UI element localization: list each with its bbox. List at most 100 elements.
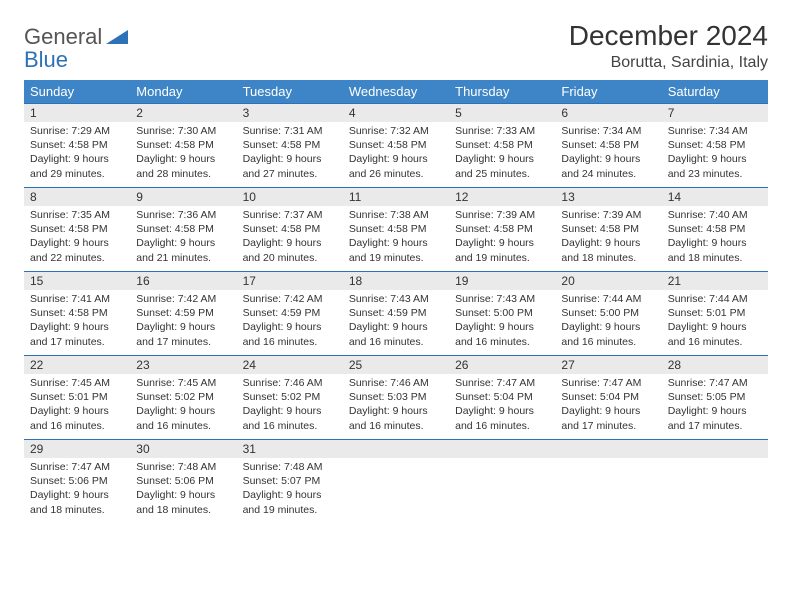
day-number: 4 — [343, 104, 449, 122]
daylight-text-2: and 17 minutes. — [561, 419, 655, 433]
sunset-text: Sunset: 4:58 PM — [668, 222, 762, 236]
daylight-text-2: and 19 minutes. — [455, 251, 549, 265]
day-content: Sunrise: 7:42 AMSunset: 4:59 PMDaylight:… — [130, 290, 236, 355]
day-content: Sunrise: 7:47 AMSunset: 5:04 PMDaylight:… — [555, 374, 661, 439]
day-number: 29 — [24, 440, 130, 458]
calendar-day-cell: 26Sunrise: 7:47 AMSunset: 5:04 PMDayligh… — [449, 356, 555, 440]
sunset-text: Sunset: 5:04 PM — [561, 390, 655, 404]
sunrise-text: Sunrise: 7:29 AM — [30, 124, 124, 138]
daylight-text-1: Daylight: 9 hours — [561, 236, 655, 250]
day-content: Sunrise: 7:41 AMSunset: 4:58 PMDaylight:… — [24, 290, 130, 355]
sunrise-text: Sunrise: 7:47 AM — [455, 376, 549, 390]
day-number: 1 — [24, 104, 130, 122]
daylight-text-2: and 20 minutes. — [243, 251, 337, 265]
calendar-day-cell: 8Sunrise: 7:35 AMSunset: 4:58 PMDaylight… — [24, 188, 130, 272]
day-number: 3 — [237, 104, 343, 122]
location-subtitle: Borutta, Sardinia, Italy — [569, 54, 768, 72]
sunrise-text: Sunrise: 7:31 AM — [243, 124, 337, 138]
day-number: 16 — [130, 272, 236, 290]
calendar-empty-cell — [343, 440, 449, 524]
day-number: 9 — [130, 188, 236, 206]
day-content — [555, 458, 661, 480]
daylight-text-1: Daylight: 9 hours — [30, 320, 124, 334]
daylight-text-1: Daylight: 9 hours — [455, 404, 549, 418]
daylight-text-1: Daylight: 9 hours — [668, 404, 762, 418]
sunrise-text: Sunrise: 7:39 AM — [455, 208, 549, 222]
daylight-text-1: Daylight: 9 hours — [668, 320, 762, 334]
day-number: 14 — [662, 188, 768, 206]
calendar-empty-cell — [449, 440, 555, 524]
calendar-day-cell: 11Sunrise: 7:38 AMSunset: 4:58 PMDayligh… — [343, 188, 449, 272]
weekday-header: Friday — [555, 80, 661, 104]
day-content: Sunrise: 7:45 AMSunset: 5:01 PMDaylight:… — [24, 374, 130, 439]
daylight-text-2: and 27 minutes. — [243, 167, 337, 181]
calendar-day-cell: 12Sunrise: 7:39 AMSunset: 4:58 PMDayligh… — [449, 188, 555, 272]
sunset-text: Sunset: 4:59 PM — [136, 306, 230, 320]
calendar-day-cell: 9Sunrise: 7:36 AMSunset: 4:58 PMDaylight… — [130, 188, 236, 272]
daylight-text-2: and 18 minutes. — [668, 251, 762, 265]
daylight-text-1: Daylight: 9 hours — [243, 488, 337, 502]
day-content: Sunrise: 7:47 AMSunset: 5:04 PMDaylight:… — [449, 374, 555, 439]
calendar-week-row: 29Sunrise: 7:47 AMSunset: 5:06 PMDayligh… — [24, 440, 768, 524]
calendar-day-cell: 13Sunrise: 7:39 AMSunset: 4:58 PMDayligh… — [555, 188, 661, 272]
daylight-text-1: Daylight: 9 hours — [455, 236, 549, 250]
daylight-text-2: and 19 minutes. — [243, 503, 337, 517]
calendar-page: General Blue December 2024 Borutta, Sard… — [0, 0, 792, 544]
daylight-text-1: Daylight: 9 hours — [136, 152, 230, 166]
day-content: Sunrise: 7:42 AMSunset: 4:59 PMDaylight:… — [237, 290, 343, 355]
sunset-text: Sunset: 4:58 PM — [668, 138, 762, 152]
day-number: 19 — [449, 272, 555, 290]
calendar-day-cell: 27Sunrise: 7:47 AMSunset: 5:04 PMDayligh… — [555, 356, 661, 440]
sunset-text: Sunset: 5:06 PM — [30, 474, 124, 488]
daylight-text-1: Daylight: 9 hours — [30, 152, 124, 166]
logo-text-blue: Blue — [24, 47, 68, 72]
calendar-day-cell: 25Sunrise: 7:46 AMSunset: 5:03 PMDayligh… — [343, 356, 449, 440]
sunrise-text: Sunrise: 7:43 AM — [455, 292, 549, 306]
sunset-text: Sunset: 5:07 PM — [243, 474, 337, 488]
daylight-text-1: Daylight: 9 hours — [243, 404, 337, 418]
daylight-text-1: Daylight: 9 hours — [561, 152, 655, 166]
weekday-header: Thursday — [449, 80, 555, 104]
logo: General Blue — [24, 20, 128, 72]
day-content: Sunrise: 7:30 AMSunset: 4:58 PMDaylight:… — [130, 122, 236, 187]
daylight-text-1: Daylight: 9 hours — [243, 152, 337, 166]
weekday-header: Monday — [130, 80, 236, 104]
sunset-text: Sunset: 4:58 PM — [455, 138, 549, 152]
daylight-text-2: and 18 minutes. — [136, 503, 230, 517]
daylight-text-2: and 23 minutes. — [668, 167, 762, 181]
title-block: December 2024 Borutta, Sardinia, Italy — [569, 20, 768, 72]
day-content: Sunrise: 7:48 AMSunset: 5:07 PMDaylight:… — [237, 458, 343, 523]
day-content: Sunrise: 7:44 AMSunset: 5:01 PMDaylight:… — [662, 290, 768, 355]
day-number: 20 — [555, 272, 661, 290]
day-number: 2 — [130, 104, 236, 122]
daylight-text-2: and 29 minutes. — [30, 167, 124, 181]
calendar-day-cell: 5Sunrise: 7:33 AMSunset: 4:58 PMDaylight… — [449, 104, 555, 188]
day-content: Sunrise: 7:38 AMSunset: 4:58 PMDaylight:… — [343, 206, 449, 271]
daylight-text-1: Daylight: 9 hours — [30, 404, 124, 418]
calendar-day-cell: 17Sunrise: 7:42 AMSunset: 4:59 PMDayligh… — [237, 272, 343, 356]
day-content: Sunrise: 7:32 AMSunset: 4:58 PMDaylight:… — [343, 122, 449, 187]
sunrise-text: Sunrise: 7:42 AM — [243, 292, 337, 306]
day-number: 23 — [130, 356, 236, 374]
sunset-text: Sunset: 4:58 PM — [30, 306, 124, 320]
daylight-text-1: Daylight: 9 hours — [349, 320, 443, 334]
daylight-text-1: Daylight: 9 hours — [136, 236, 230, 250]
sunset-text: Sunset: 4:59 PM — [349, 306, 443, 320]
sunrise-text: Sunrise: 7:45 AM — [136, 376, 230, 390]
daylight-text-1: Daylight: 9 hours — [136, 320, 230, 334]
sunset-text: Sunset: 4:58 PM — [30, 138, 124, 152]
sunset-text: Sunset: 5:02 PM — [136, 390, 230, 404]
day-number: 28 — [662, 356, 768, 374]
sunrise-text: Sunrise: 7:46 AM — [349, 376, 443, 390]
day-number: 18 — [343, 272, 449, 290]
calendar-day-cell: 16Sunrise: 7:42 AMSunset: 4:59 PMDayligh… — [130, 272, 236, 356]
calendar-day-cell: 6Sunrise: 7:34 AMSunset: 4:58 PMDaylight… — [555, 104, 661, 188]
daylight-text-1: Daylight: 9 hours — [668, 236, 762, 250]
sunset-text: Sunset: 5:00 PM — [561, 306, 655, 320]
sunrise-text: Sunrise: 7:39 AM — [561, 208, 655, 222]
day-content: Sunrise: 7:39 AMSunset: 4:58 PMDaylight:… — [555, 206, 661, 271]
sunset-text: Sunset: 4:58 PM — [136, 138, 230, 152]
daylight-text-1: Daylight: 9 hours — [455, 320, 549, 334]
sunrise-text: Sunrise: 7:33 AM — [455, 124, 549, 138]
day-number: 6 — [555, 104, 661, 122]
